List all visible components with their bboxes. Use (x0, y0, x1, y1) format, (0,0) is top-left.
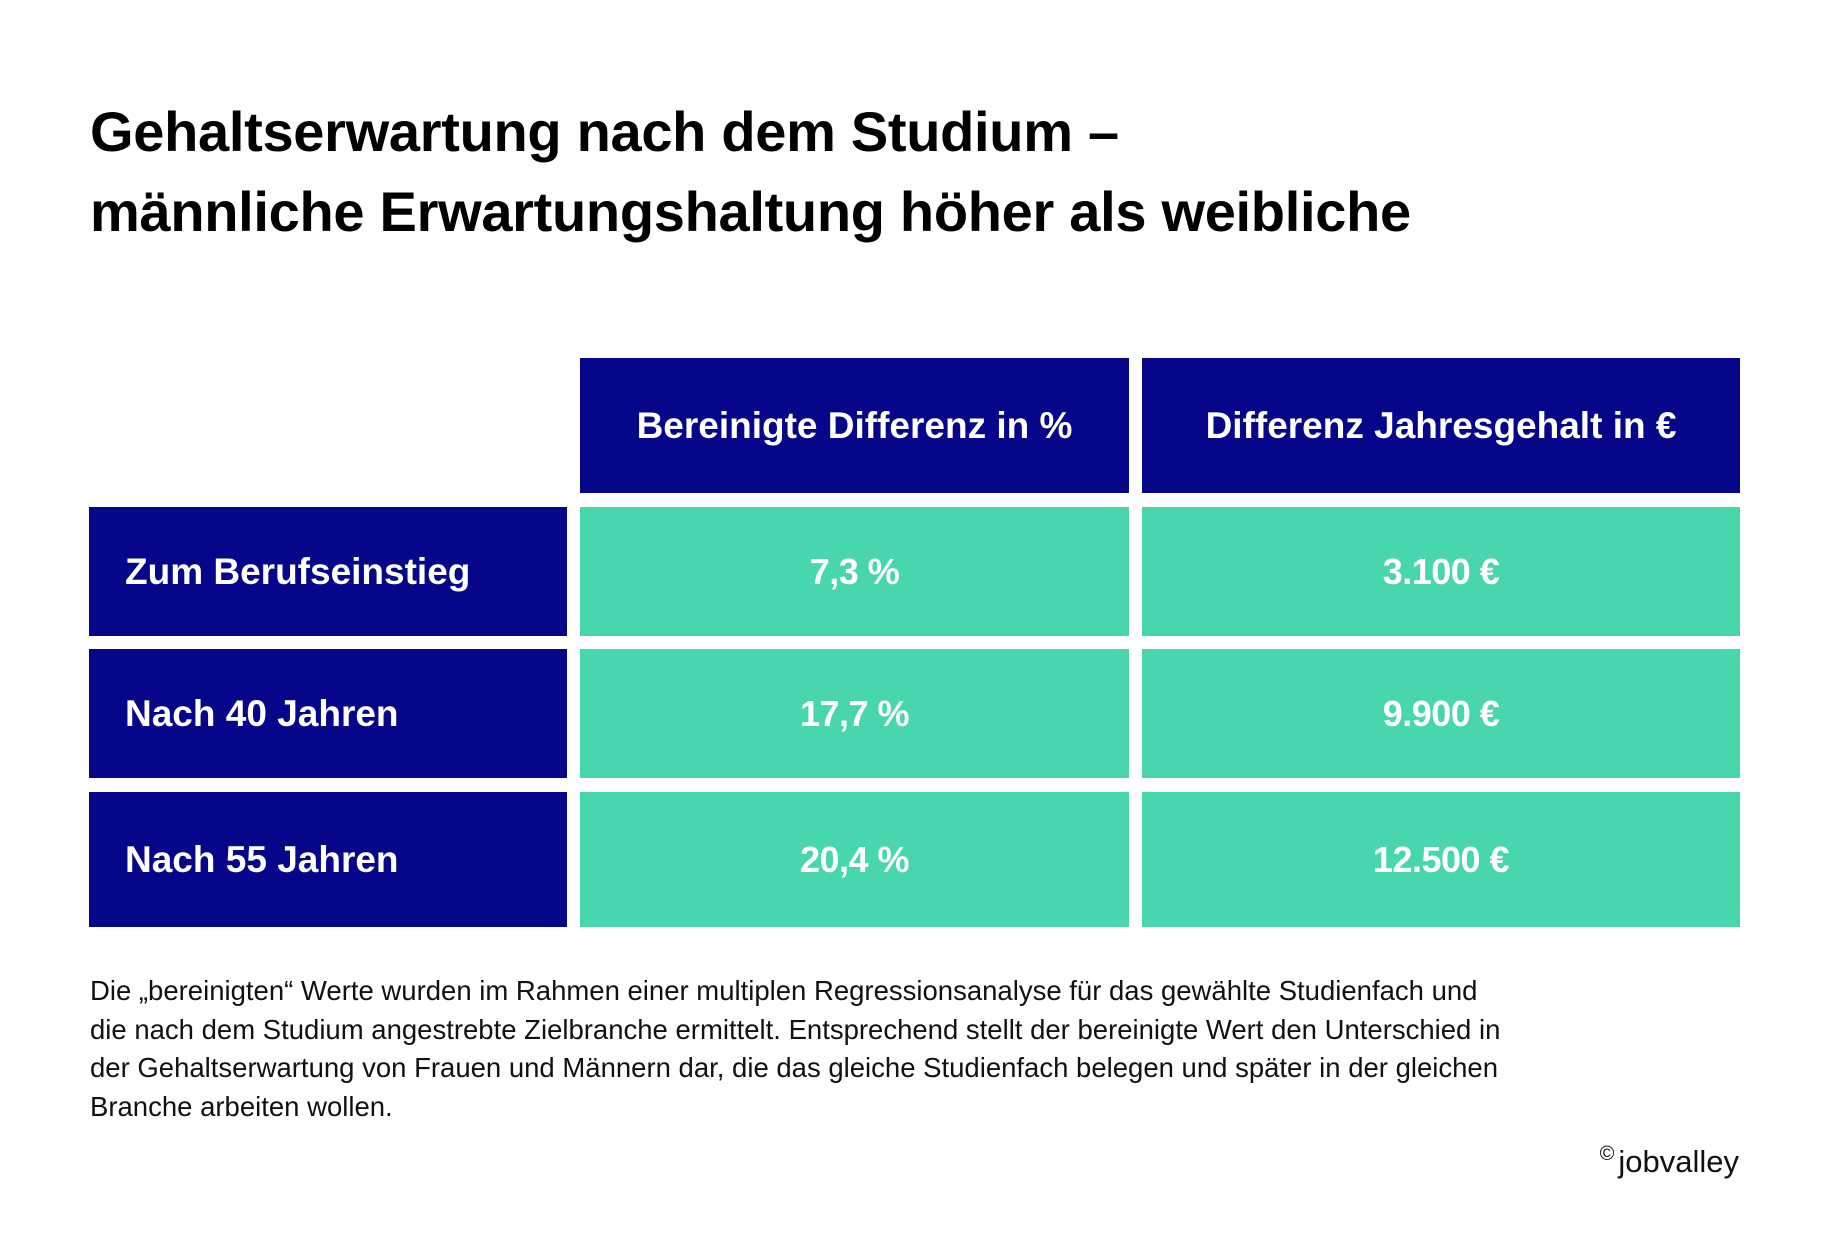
brand-name: jobvalley (1618, 1144, 1739, 1179)
footnote-line-3: der Gehaltserwartung von Frauen und Männ… (90, 1052, 1499, 1083)
footnote-line-2: die nach dem Studium angestrebte Zielbra… (90, 1013, 1501, 1045)
copyright-credit: © jobvalley (1600, 1143, 1739, 1180)
cell-euro-55-jahre: 12.500 € (1142, 792, 1740, 927)
cell-percent-40-jahre: 17,7 % (580, 649, 1129, 778)
footnote-line-1: Die „bereinigten“ Werte wurden im Rahmen… (90, 975, 1478, 1006)
column-header-euro: Differenz Jahresgehalt in € (1142, 358, 1740, 493)
cell-percent-berufseinstieg: 7,3 % (580, 507, 1129, 636)
footnote: Die „bereinigten“ Werte wurden im Rahmen… (90, 972, 1750, 1126)
row-label-55-jahre: Nach 55 Jahren (89, 792, 567, 927)
page-title: Gehaltserwartung nach dem Studium – männ… (90, 92, 1790, 252)
cell-euro-berufseinstieg: 3.100 € (1142, 507, 1740, 636)
row-label-40-jahre: Nach 40 Jahren (89, 649, 567, 778)
cell-euro-40-jahre: 9.900 € (1142, 649, 1740, 778)
title-line-2: männliche Erwartungshaltung höher als we… (90, 180, 1411, 243)
footnote-line-4: Branche arbeiten wollen. (90, 1090, 393, 1122)
column-header-percent: Bereinigte Differenz in % (580, 358, 1129, 493)
title-line-1: Gehaltserwartung nach dem Studium – (90, 100, 1119, 163)
row-label-berufseinstieg: Zum Berufseinstieg (89, 507, 567, 636)
copyright-icon: © (1599, 1143, 1615, 1165)
cell-percent-55-jahre: 20,4 % (580, 792, 1129, 927)
